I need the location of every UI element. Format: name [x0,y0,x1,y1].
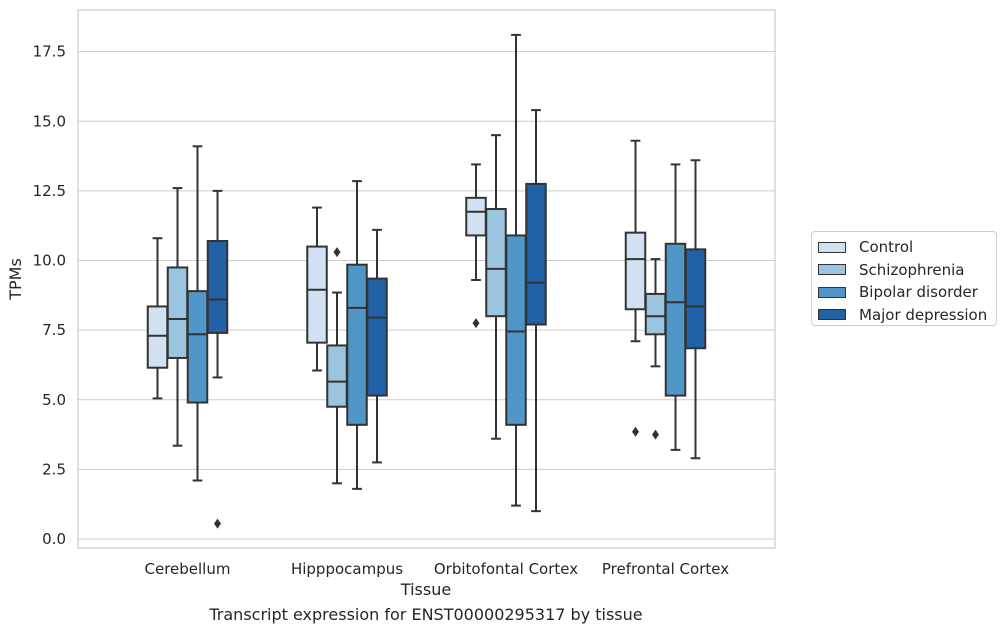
plot-area-frame [77,9,776,549]
legend-swatch [818,309,846,321]
box-schizophrenia [326,247,348,485]
y-tick-label: 0.0 [42,530,66,548]
box-iqr [186,290,209,404]
box-bipolar-disorder [505,33,527,507]
box-iqr [644,292,667,336]
box-iqr [166,266,189,359]
legend-item: Schizophrenia [818,259,996,282]
y-axis-label: TPMs [6,258,25,301]
box-iqr [465,196,487,237]
outlier-point [214,518,221,529]
box-iqr [306,245,328,344]
x-axis-label: Tissue [400,580,451,599]
box-major-depression [366,228,388,464]
box-schizophrenia [485,134,507,440]
legend-item: Control [818,236,996,259]
box-iqr [664,242,687,397]
legend-label: Schizophrenia [859,260,965,279]
x-tick-label: Hipppocampus [291,560,403,578]
outlier-point [333,247,341,258]
legend-item: Major depression [818,304,996,327]
legend-label: Major depression [859,305,988,324]
box-major-depression [525,109,547,513]
box-major-depression [684,159,707,460]
y-tick-label: 15.0 [33,112,66,130]
y-axis-ticks: 0.0 2.5 5.0 7.5 10.0 12.5 15.0 17.5 [33,43,66,548]
box-schizophrenia [644,258,667,440]
legend: Control Schizophrenia Bipolar disorder Majo… [811,231,997,326]
box-control [624,139,647,437]
legend-swatch [818,264,846,276]
box-iqr [146,305,169,369]
box-control [146,237,169,400]
box-iqr [366,277,388,397]
legend-label: Control [859,238,914,257]
box-control [306,206,328,372]
legend-swatch [818,241,846,253]
chart-caption: Transcript expression for ENST0000029531… [209,605,643,624]
box-layer [146,33,707,529]
box-iqr [624,231,647,311]
x-tick-label: Prefrontal Cortex [602,560,729,578]
box-iqr [346,263,368,426]
x-axis-ticks: Cerebellum Hipppocampus Orbitofontal Corte… [145,560,730,578]
y-tick-label: 17.5 [33,43,66,61]
box-iqr [505,234,527,426]
y-tick-label: 10.0 [33,252,66,270]
y-tick-label: 5.0 [42,391,66,409]
box-bipolar-disorder [664,163,687,451]
outlier-point [472,318,480,329]
outlier-point [652,429,659,440]
legend-label: Bipolar disorder [859,283,978,302]
box-iqr [525,182,547,326]
x-tick-label: Cerebellum [145,560,231,578]
outlier-point [632,426,639,437]
box-iqr [206,240,229,334]
x-tick-label: Orbitofontal Cortex [434,560,578,578]
legend-item: Bipolar disorder [818,281,996,304]
y-tick-label: 2.5 [42,460,66,478]
y-tick-label: 7.5 [42,321,66,339]
box-iqr [684,248,707,350]
y-tick-label: 12.5 [33,182,66,200]
box-control [465,163,487,329]
box-iqr [485,207,507,318]
box-major-depression [206,189,229,529]
legend-swatch [818,286,846,298]
box-schizophrenia [166,187,189,447]
box-bipolar-disorder [346,180,368,490]
box-bipolar-disorder [186,145,209,482]
box-iqr [326,344,348,408]
